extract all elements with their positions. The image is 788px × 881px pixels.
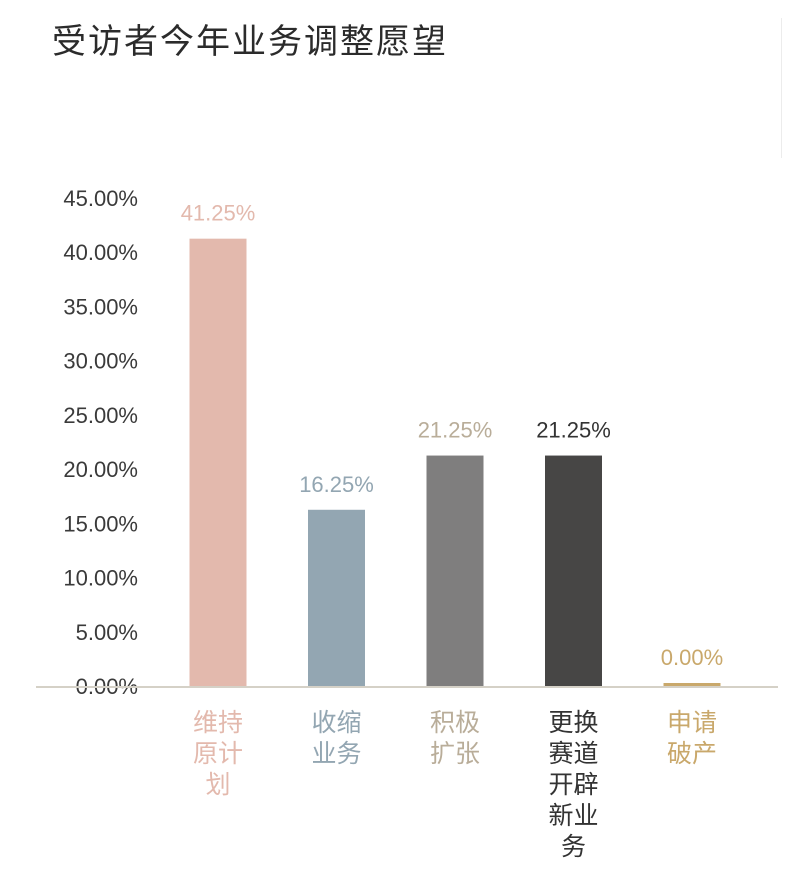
y-tick-label: 35.00%: [63, 294, 138, 319]
bar: [426, 455, 484, 686]
category-label: 务: [561, 833, 586, 861]
category-label: 原计: [193, 740, 243, 768]
bar: [308, 509, 365, 686]
category-label: 更换: [548, 709, 598, 737]
y-tick-label: 45.00%: [63, 186, 138, 211]
chart-title: 受访者今年业务调整愿望: [52, 22, 448, 62]
y-tick-label: 20.00%: [63, 457, 138, 482]
category-label: 扩张: [430, 740, 480, 768]
bar: [189, 238, 247, 686]
data-label: 21.25%: [418, 418, 493, 443]
y-tick-label: 25.00%: [63, 403, 138, 428]
data-label: 16.25%: [299, 472, 374, 497]
data-label: 41.25%: [181, 201, 256, 226]
category-label: 业务: [311, 740, 361, 768]
y-tick-label: 10.00%: [63, 566, 138, 591]
category-label: 破产: [667, 740, 717, 768]
category-label: 赛道: [548, 740, 598, 768]
bar: [545, 455, 602, 686]
panel-edge: [781, 18, 788, 158]
y-tick-label: 5.00%: [76, 620, 138, 645]
data-label: 21.25%: [536, 418, 611, 443]
category-label: 划: [205, 771, 230, 799]
category-label: 收缩: [311, 709, 361, 737]
category-label: 积极: [430, 709, 480, 737]
data-label: 0.00%: [661, 645, 723, 670]
category-label: 申请: [667, 709, 717, 737]
y-tick-label: 15.00%: [63, 511, 138, 536]
category-label: 维持: [193, 709, 243, 737]
category-label: 新业: [548, 802, 598, 830]
bar: [663, 683, 721, 686]
category-label: 开辟: [548, 771, 598, 799]
y-tick-label: 30.00%: [63, 349, 138, 374]
y-tick-label: 40.00%: [63, 240, 138, 265]
